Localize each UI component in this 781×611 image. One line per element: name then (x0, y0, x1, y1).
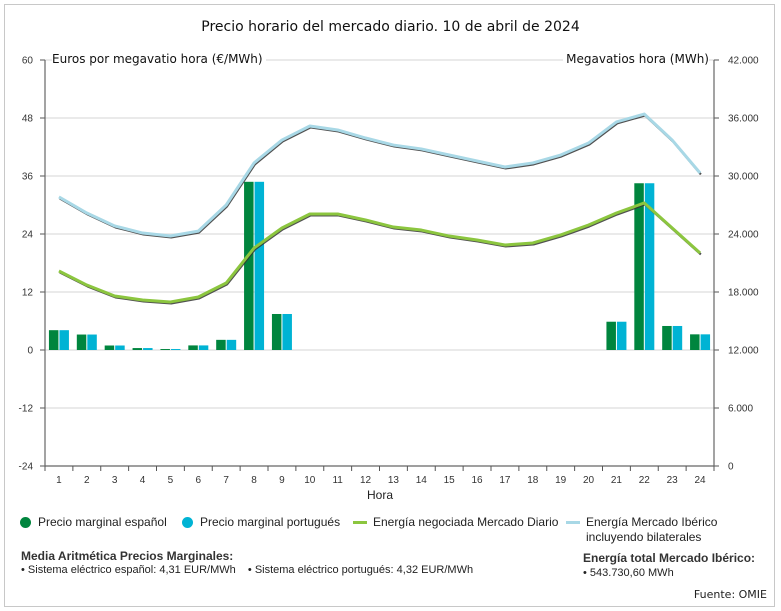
bar-portuguese (115, 345, 125, 350)
y-right-tick-label: 42.000 (728, 56, 759, 67)
legend-label: Precio marginal español (38, 515, 167, 529)
y-left-tick-label: 12 (22, 288, 34, 299)
x-tick-label: 17 (499, 475, 511, 486)
legend-line-icon (566, 521, 580, 524)
x-tick-label: 9 (279, 475, 285, 486)
y-right-tick-label: 24.000 (728, 230, 759, 241)
bar-spanish (244, 181, 254, 350)
y-left-tick-label: 36 (22, 172, 34, 183)
x-tick-label: 10 (304, 475, 316, 486)
x-tick-label: 7 (223, 475, 229, 486)
bar-spanish (76, 334, 87, 350)
bar-spanish (606, 321, 616, 350)
y-left-tick-label: 0 (27, 346, 33, 357)
y-left-tick-label: 24 (22, 230, 34, 241)
y-right-tick-label: 0 (728, 462, 734, 473)
portuguese-average: • Sistema eléctrico portugués: 4,32 EUR/… (247, 564, 474, 576)
y-left-tick-label: -24 (19, 462, 34, 473)
source-label: Fuente: OMIE (693, 588, 767, 601)
y-left-tick-label: 60 (22, 56, 34, 67)
x-tick-label: 4 (140, 475, 146, 486)
legend-item-daily-market-energy: Energía negociada Mercado Diario (353, 515, 558, 529)
legend-label: incluyendo bilaterales (586, 530, 702, 544)
bar-portuguese (198, 345, 209, 350)
bar-spanish (690, 334, 700, 350)
bar-spanish (188, 345, 198, 350)
energy-total-header: Energía total Mercado Ibérico: (583, 551, 756, 565)
bar-portuguese (700, 334, 711, 350)
energy-total-value: • 543.730,60 MWh (583, 567, 674, 579)
x-tick-label: 19 (555, 475, 567, 486)
x-tick-label: 20 (583, 475, 595, 486)
bar-spanish (662, 325, 672, 350)
bar-spanish (48, 330, 59, 350)
bar-portuguese (644, 183, 655, 350)
bar-spanish (634, 183, 644, 350)
x-tick-label: 24 (695, 475, 707, 486)
x-tick-label: 5 (168, 475, 174, 486)
y-right-tick-label: 12.000 (728, 346, 759, 357)
x-tick-label: 2 (84, 475, 90, 486)
bar-portuguese (59, 330, 69, 350)
legend-item-iberian-energy: Energía Mercado Ibérico incluyendo bilat… (566, 515, 717, 545)
bar-spanish (132, 348, 143, 350)
bar-portuguese (616, 321, 627, 350)
x-tick-label: 22 (639, 475, 651, 486)
bar-portuguese (254, 181, 265, 350)
energy-total: Energía total Mercado Ibérico: • 543.730… (583, 551, 755, 579)
x-tick-label: 12 (360, 475, 372, 486)
x-tick-label: 1 (56, 475, 62, 486)
bar-spanish (271, 313, 282, 350)
legend-item-portuguese-price: Precio marginal portugués (182, 515, 340, 529)
x-tick-label: 18 (527, 475, 539, 486)
x-tick-label: 23 (667, 475, 679, 486)
bar-portuguese (143, 348, 153, 350)
y-right-tick-label: 6.000 (728, 404, 753, 415)
x-tick-label: 8 (251, 475, 257, 486)
legend-dot-icon (182, 517, 193, 528)
y-right-tick-label: 36.000 (728, 114, 759, 125)
axes (40, 59, 719, 471)
legend-label: Energía negociada Mercado Diario (373, 515, 559, 529)
bar-spanish (216, 339, 226, 350)
legend-item-spanish-price: Precio marginal español (20, 515, 167, 529)
bar-portuguese (226, 339, 237, 350)
x-tick-label: 21 (611, 475, 623, 486)
y-right-tick-label: 30.000 (728, 172, 759, 183)
bar-spanish (160, 349, 170, 350)
x-tick-label: 6 (196, 475, 202, 486)
legend-line-icon (353, 521, 367, 524)
spanish-average: • Sistema eléctrico español: 4,31 EUR/MW… (21, 564, 236, 576)
x-tick-label: 11 (332, 475, 343, 486)
bar-portuguese (87, 334, 97, 350)
x-tick-label: 14 (416, 475, 428, 486)
legend-label: Energía Mercado Ibérico (586, 515, 718, 529)
legend-label: Precio marginal portugués (200, 515, 341, 529)
line-iberian-energy (58, 112, 702, 238)
line-daily-market-energy (58, 201, 702, 304)
lines (58, 112, 702, 305)
y-right-tick-label: 18.000 (728, 288, 759, 299)
price-averages-header: Media Aritmética Precios Marginales: (21, 549, 234, 563)
bar-portuguese (672, 325, 683, 350)
x-tick-label: 3 (112, 475, 118, 486)
y-axis-right-title: Megavatios hora (MWh) (563, 52, 709, 66)
x-tick-label: 13 (388, 475, 400, 486)
bar-portuguese (170, 349, 181, 350)
bar-spanish (104, 345, 115, 350)
y-axis-left-title: Euros por megavatio hora (€/MWh) (52, 52, 266, 66)
x-tick-label: 15 (444, 475, 456, 486)
x-tick-label: 16 (472, 475, 484, 486)
y-left-tick-label: 48 (22, 114, 34, 125)
bars (48, 181, 711, 350)
bar-portuguese (282, 313, 292, 350)
tick-labels: 60483624120-12-2442.00036.00030.00024.00… (19, 56, 759, 487)
y-left-tick-label: -12 (19, 404, 34, 415)
x-axis-title: Hora (367, 488, 393, 502)
legend-dot-icon (20, 517, 31, 528)
chart-title: Precio horario del mercado diario. 10 de… (201, 19, 580, 35)
price-averages: Media Aritmética Precios Marginales: • S… (21, 549, 473, 576)
